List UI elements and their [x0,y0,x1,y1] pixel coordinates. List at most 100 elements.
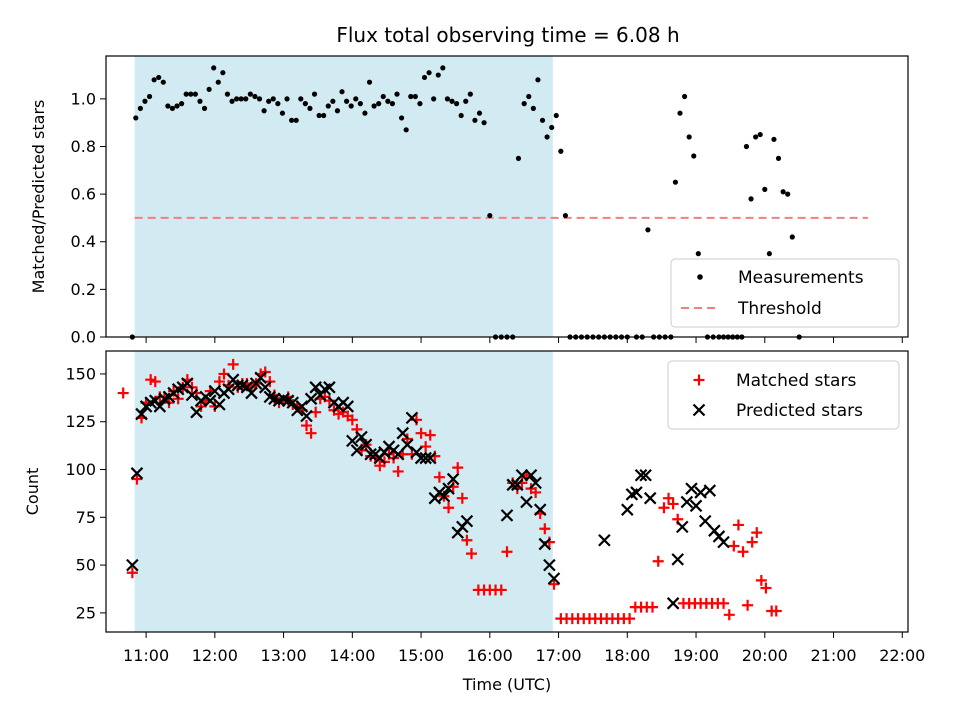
predicted-star-point [442,482,455,495]
y-tick-label: 0.8 [71,137,96,156]
predicted-star-point [533,503,547,516]
measurement-point [771,136,777,142]
measurement-point [530,105,536,111]
top-x-axis [145,337,903,343]
predicted-star-point [419,451,432,465]
measurement-point [169,105,176,111]
measurement-point [539,117,546,123]
matched-star-point [305,427,317,439]
measurement-point [362,110,368,116]
predicted-star-point [355,430,368,444]
measurement-point [553,112,559,119]
predicted-star-point [703,484,717,497]
matched-star-point [301,420,312,432]
predicted-star-point [309,381,322,394]
matched-star-point [728,540,740,552]
x-tick-label: 16:00 [467,646,513,665]
bottom-axes-frame [105,350,909,633]
measurement-point [376,101,382,107]
measurement-point [463,98,469,104]
legend-cross-glyph [692,403,706,417]
matched-star-point [624,613,636,625]
predicted-star-point [515,468,529,482]
predicted-star-point [634,468,648,482]
predicted-star-point [391,447,405,461]
predicted-star-point [500,509,514,522]
y-tick-label: 100 [65,460,96,479]
predicted-star-point [630,486,643,499]
measurement-point [789,234,795,240]
measurement-point [238,96,244,102]
measurement-point [421,74,428,81]
measurement-point [353,96,359,102]
matched-star-point [117,387,129,399]
chart-title: Flux total observing time = 6.08 h [336,23,679,47]
measurement-point [394,91,400,97]
predicted-star-point [341,400,355,413]
y-tick-label: 50 [76,556,96,575]
predicted-star-point [359,438,373,451]
measurement-point [440,65,446,71]
matched-star-point [652,555,664,567]
measurement-point [775,155,782,161]
matched-star-point [227,358,239,370]
measurement-point [389,101,396,107]
matched-star-point [539,523,551,535]
predicted-star-point [300,409,313,423]
matched-star-point [346,414,358,426]
predicted-star-point [717,535,730,549]
predicted-star-point [506,478,520,492]
predicted-star-point [524,468,538,482]
measurement-point [330,98,336,104]
predicted-star-point [130,467,144,480]
matched-star-point [755,574,767,586]
x-tick-label: 20:00 [742,646,788,665]
measurement-point [197,98,203,104]
measurement-point [403,127,409,133]
measurement-point [293,117,299,123]
measurement-point [192,91,198,97]
bottom-legend: Matched stars Predicted stars [667,360,900,430]
matched-star-point [647,601,659,613]
measurement-point [691,153,697,159]
predicted-star-point [666,597,680,610]
measurement-point [398,115,405,121]
predicted-star-point [364,447,377,461]
top-legend: Measurements Threshold [670,258,900,328]
measurement-point [380,93,386,100]
measurement-point [234,96,240,102]
measurement-point [261,108,267,114]
measurement-point [521,101,527,107]
top-legend-box [670,258,900,328]
measurement-point [385,98,391,104]
legend-threshold-label: Threshold [737,299,822,319]
matched-star-point [465,548,477,560]
matched-star-point [760,582,772,594]
matched-star-point [392,465,404,477]
measurement-point [366,79,373,85]
predicted-star-point [245,386,258,400]
measurement-point [311,91,318,97]
measurement-point [686,134,692,140]
predicted-star-point [254,371,267,385]
matched-star-point [663,492,675,504]
matched-star-point [751,527,763,539]
matched-star-point [310,406,322,418]
measurement-point [672,179,679,185]
measurement-point [748,196,754,202]
predicted-star-point [671,553,684,566]
predicted-star-point [213,398,226,411]
x-tick-label: 19:00 [673,646,719,665]
measurement-point [766,251,772,257]
predicted-star-point [396,426,410,440]
matched-star-point [530,486,542,498]
x-tick-label: 17:00 [536,646,582,665]
matched-star-point [452,462,464,474]
measurement-point [156,74,162,81]
measurement-point [476,110,483,116]
measurement-point [133,115,139,121]
predicted-star-point [643,491,657,505]
measurement-point [247,91,253,97]
legend-matched-marker [693,374,705,386]
